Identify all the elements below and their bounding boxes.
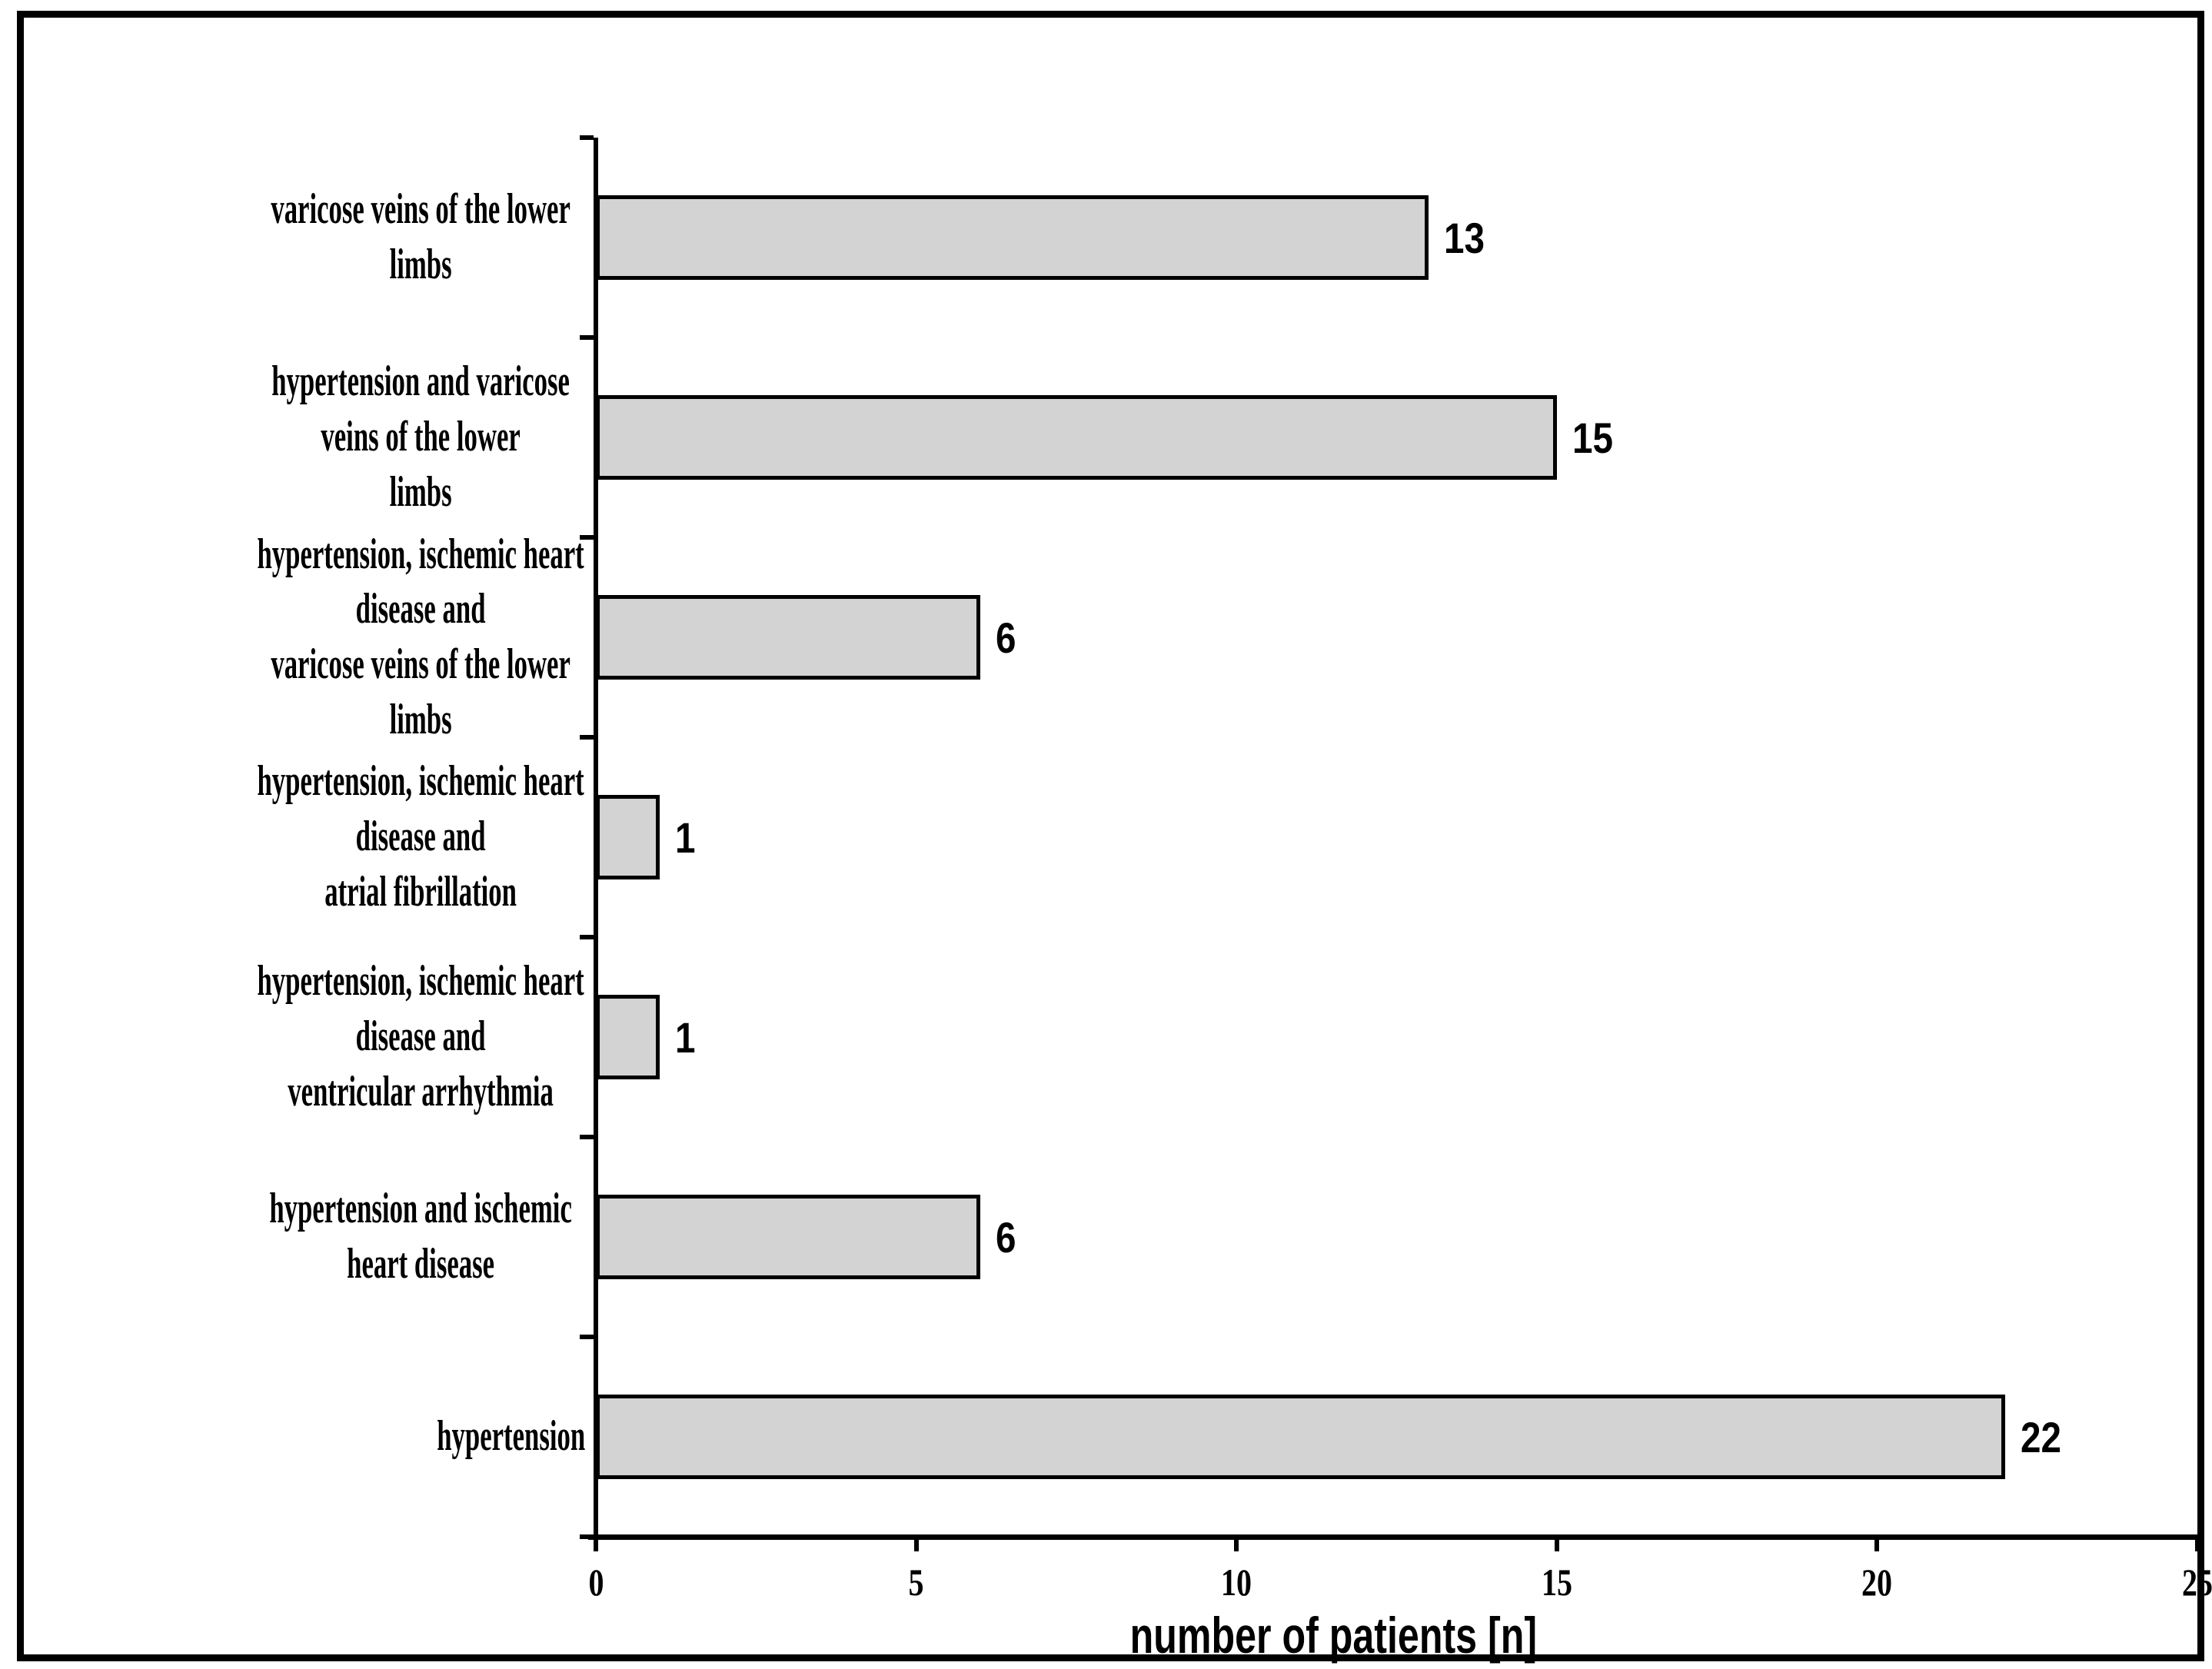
bar bbox=[596, 995, 660, 1079]
x-tick-label-text: 25 bbox=[2182, 1561, 2212, 1604]
category-label: hypertension, ischemic heart disease and… bbox=[55, 737, 585, 937]
bar-value-text: 15 bbox=[1572, 413, 1613, 462]
bar-value-text: 13 bbox=[1444, 213, 1485, 262]
category-label-text: hypertension and ischemic heart disease bbox=[269, 1185, 572, 1288]
x-tick-label-text: 0 bbox=[588, 1561, 604, 1604]
x-axis-tick bbox=[913, 1539, 919, 1551]
x-axis-tick bbox=[1874, 1539, 1880, 1551]
x-axis-tick bbox=[2195, 1539, 2200, 1551]
category-label-text: hypertension, ischemic heart disease and… bbox=[257, 957, 584, 1115]
bar-value-text: 1 bbox=[675, 813, 696, 862]
bar-value-text: 22 bbox=[2021, 1412, 2061, 1461]
bar bbox=[596, 195, 1429, 280]
x-axis-tick bbox=[1234, 1539, 1239, 1551]
bar bbox=[596, 1195, 980, 1279]
y-axis-tick bbox=[580, 535, 594, 540]
y-axis-tick bbox=[580, 1534, 594, 1539]
x-axis-tick bbox=[594, 1539, 598, 1551]
y-axis-tick bbox=[580, 335, 594, 340]
x-axis-title: number of patients [n] bbox=[872, 1606, 1795, 1664]
x-tick-label-text: 20 bbox=[1861, 1561, 1893, 1604]
x-axis bbox=[588, 1534, 2202, 1540]
bar-value-text: 6 bbox=[995, 1212, 1016, 1262]
x-axis-tick bbox=[1554, 1539, 1559, 1551]
category-label: hypertension and varicose veins of the l… bbox=[55, 337, 585, 537]
y-axis-tick bbox=[580, 735, 594, 740]
x-axis-title-text: number of patients [n] bbox=[1129, 1607, 1537, 1664]
x-tick-label: 20 bbox=[1785, 1560, 1969, 1604]
bar-value-label: 6 bbox=[996, 1137, 1020, 1337]
x-tick-label: 15 bbox=[1465, 1560, 1649, 1604]
bar bbox=[596, 595, 980, 680]
bar-value-text: 1 bbox=[675, 1012, 696, 1062]
bar bbox=[596, 1395, 2006, 1479]
bar bbox=[596, 795, 660, 879]
x-tick-label: 10 bbox=[1144, 1560, 1329, 1604]
bar-value-label: 22 bbox=[2021, 1337, 2068, 1537]
figure-frame: number of patients [n] 0 5 10 15 20 25 varicos… bbox=[17, 11, 2212, 1664]
category-label: varicose veins of the lower limbs bbox=[55, 138, 585, 337]
category-label-text: varicose veins of the lower limbs bbox=[271, 185, 570, 288]
y-axis-tick bbox=[580, 1135, 594, 1139]
category-label: hypertension and ischemic heart disease bbox=[55, 1137, 585, 1337]
x-tick-label-text: 5 bbox=[908, 1561, 924, 1604]
category-label-text: hypertension, ischemic heart disease and… bbox=[257, 757, 584, 916]
x-tick-label: 0 bbox=[504, 1560, 688, 1604]
bar-value-label: 1 bbox=[675, 937, 699, 1137]
bar-value-label: 15 bbox=[1572, 337, 1620, 537]
category-label: hypertension, ischemic heart disease and… bbox=[55, 530, 585, 743]
bar-value-label: 13 bbox=[1444, 138, 1492, 337]
y-axis-tick bbox=[580, 1335, 594, 1339]
x-tick-label-text: 15 bbox=[1541, 1561, 1572, 1604]
bar-value-text: 6 bbox=[995, 613, 1016, 662]
category-label-text: hypertension bbox=[437, 1412, 585, 1461]
category-label-text: hypertension and varicose veins of the l… bbox=[271, 357, 570, 516]
x-tick-label-text: 10 bbox=[1221, 1561, 1252, 1604]
bar bbox=[596, 395, 1557, 480]
category-label: hypertension, ischemic heart disease and… bbox=[55, 937, 585, 1137]
x-tick-label: 5 bbox=[824, 1560, 1009, 1604]
category-label: hypertension bbox=[55, 1337, 585, 1537]
bar-value-label: 6 bbox=[996, 537, 1020, 737]
y-axis-tick bbox=[580, 935, 594, 939]
y-axis-tick bbox=[580, 135, 594, 140]
bar-value-label: 1 bbox=[675, 737, 699, 937]
x-tick-label: 25 bbox=[2105, 1560, 2212, 1604]
category-label-text: hypertension, ischemic heart disease and… bbox=[257, 530, 584, 743]
